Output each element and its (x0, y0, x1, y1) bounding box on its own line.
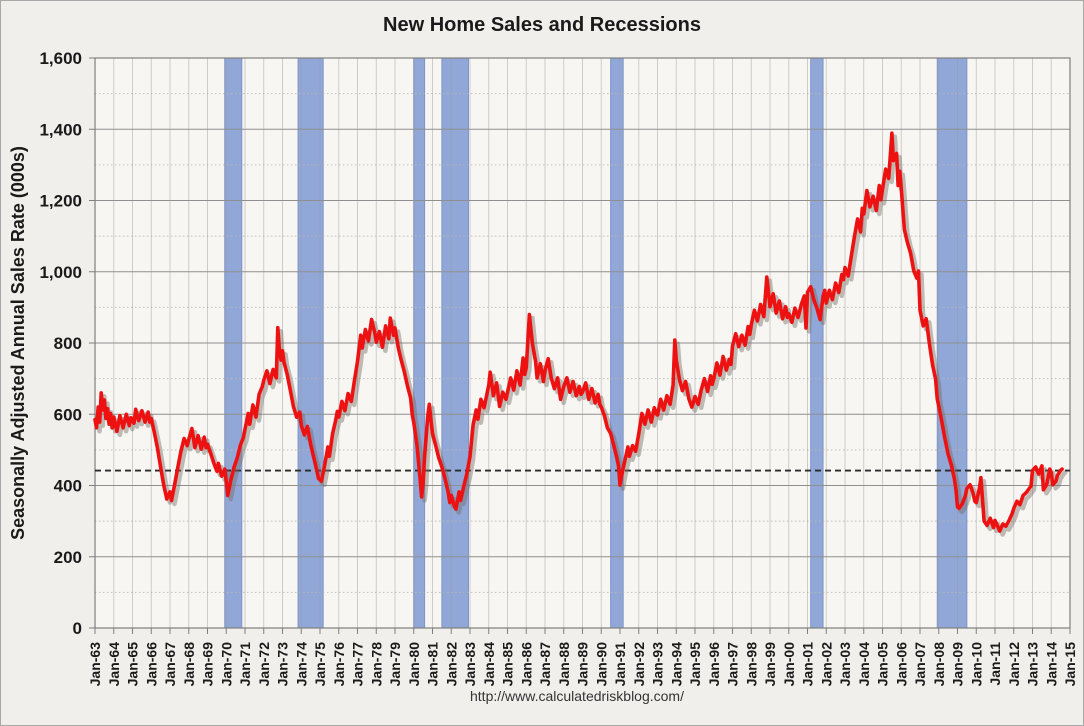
x-tick-label: Jan-64 (106, 642, 122, 687)
x-tick-label: Jan-98 (743, 642, 759, 687)
x-tick-label: Jan-71 (237, 642, 253, 687)
x-tick-label: Jan-70 (218, 642, 234, 687)
x-tick-label: Jan-69 (200, 642, 216, 687)
x-tick-label: Jan-66 (143, 642, 159, 687)
x-tick-label: Jan-14 (1043, 642, 1059, 687)
x-tick-label: Jan-84 (481, 642, 497, 687)
x-tick-label: Jan-68 (181, 642, 197, 687)
x-tick-label: Jan-75 (312, 642, 328, 687)
x-tick-label: Jan-06 (893, 642, 909, 687)
x-tick-label: Jan-93 (650, 642, 666, 687)
x-tick-label: Jan-83 (462, 642, 478, 687)
x-tick-label: Jan-63 (87, 642, 103, 687)
x-tick-label: Jan-85 (500, 642, 516, 687)
y-tick-label: 1,600 (39, 49, 82, 68)
x-tick-label: Jan-78 (368, 642, 384, 687)
x-tick-label: Jan-92 (631, 642, 647, 687)
x-tick-label: Jan-86 (518, 642, 534, 687)
x-tick-label: Jan-91 (612, 642, 628, 687)
y-tick-label: 0 (73, 619, 82, 638)
x-tick-label: Jan-99 (762, 642, 778, 687)
x-tick-label: Jan-96 (706, 642, 722, 687)
y-axis-title: Seasonally Adjusted Annual Sales Rate (0… (8, 146, 28, 540)
x-tick-label: Jan-15 (1062, 642, 1078, 687)
x-tick-label: Jan-13 (1025, 642, 1041, 687)
x-tick-label: Jan-00 (781, 642, 797, 687)
x-tick-label: Jan-90 (593, 642, 609, 687)
x-tick-label: Jan-97 (725, 642, 741, 687)
x-tick-label: Jan-87 (537, 642, 553, 687)
x-tick-label: Jan-02 (818, 642, 834, 687)
x-tick-label: Jan-65 (125, 642, 141, 687)
x-tick-label: Jan-76 (331, 642, 347, 687)
x-tick-label: Jan-09 (950, 642, 966, 687)
x-tick-label: Jan-94 (668, 642, 684, 687)
x-tick-label: Jan-77 (350, 642, 366, 687)
y-tick-label: 800 (54, 334, 82, 353)
y-tick-label: 600 (54, 405, 82, 424)
source-caption: http://www.calculatedriskblog.com/ (470, 688, 684, 704)
x-tick-label: Jan-01 (800, 642, 816, 687)
chart-title: New Home Sales and Recessions (383, 14, 701, 36)
x-tick-label: Jan-72 (256, 642, 272, 687)
y-tick-label: 1,200 (39, 192, 82, 211)
x-tick-label: Jan-79 (387, 642, 403, 687)
x-tick-label: Jan-11 (987, 642, 1003, 686)
x-tick-label: Jan-10 (968, 642, 984, 687)
x-tick-label: Jan-81 (425, 642, 441, 687)
x-tick-label: Jan-73 (275, 642, 291, 687)
x-tick-label: Jan-74 (293, 642, 309, 687)
y-tick-label: 200 (54, 548, 82, 567)
x-tick-label: Jan-80 (406, 642, 422, 687)
x-tick-label: Jan-67 (162, 642, 178, 687)
x-tick-label: Jan-88 (556, 642, 572, 687)
y-tick-label: 400 (54, 477, 82, 496)
x-tick-label: Jan-07 (912, 642, 928, 687)
x-tick-label: Jan-04 (856, 642, 872, 687)
x-tick-label: Jan-12 (1006, 642, 1022, 687)
y-tick-label: 1,400 (39, 120, 82, 139)
x-tick-label: Jan-05 (875, 642, 891, 687)
x-tick-label: Jan-03 (837, 642, 853, 687)
sales-line (93, 131, 1064, 533)
x-tick-label: Jan-08 (931, 642, 947, 687)
x-tick-label: Jan-95 (687, 642, 703, 687)
y-tick-label: 1,000 (39, 263, 82, 282)
x-tick-label: Jan-89 (575, 642, 591, 687)
x-tick-label: Jan-82 (443, 642, 459, 687)
